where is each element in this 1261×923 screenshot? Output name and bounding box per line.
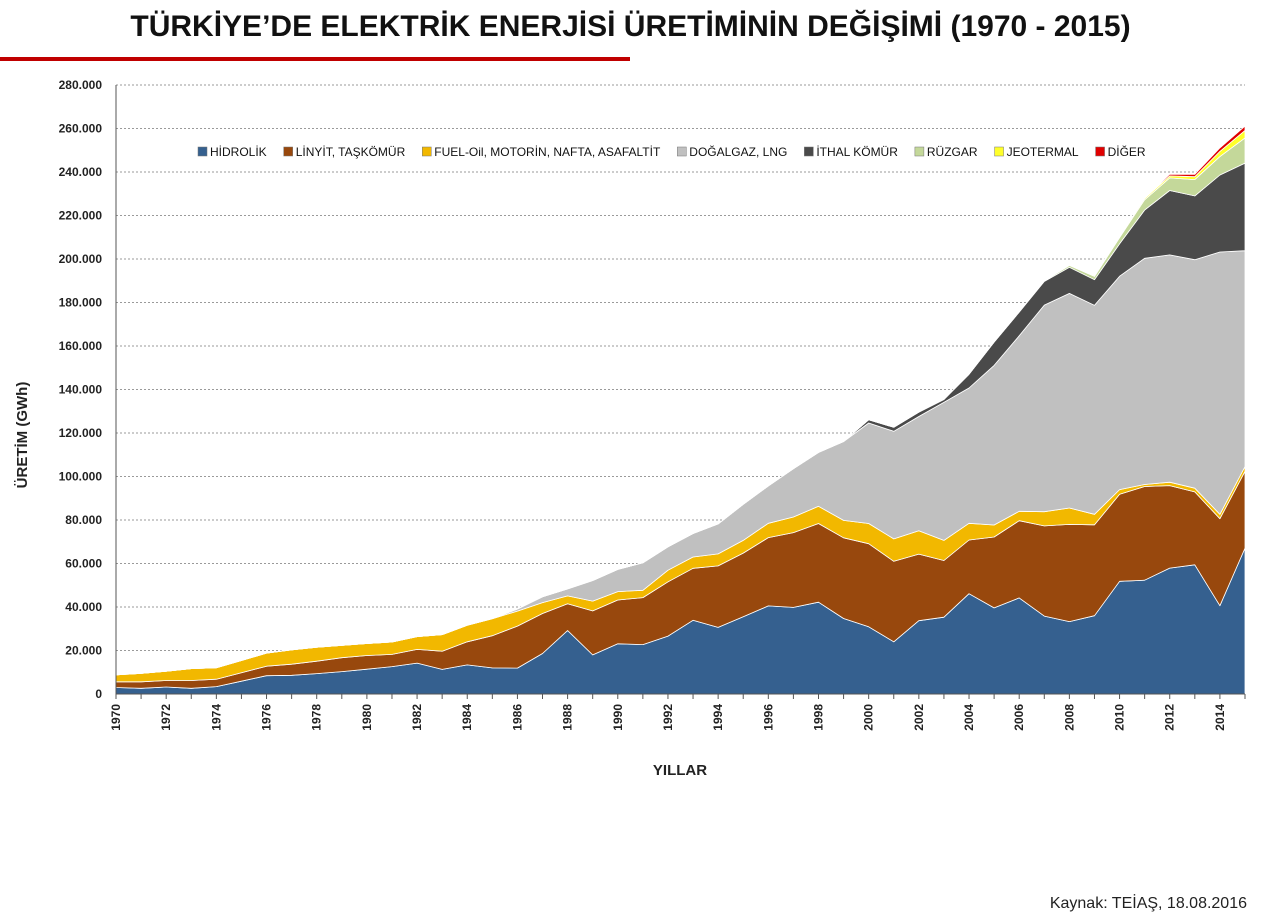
x-tick-label: 2000 [862, 704, 876, 731]
legend: HİDROLİK LİNYİT, TAŞKÖMÜR FUEL-Oil, MOTORİ… [197, 144, 1146, 159]
y-tick-label: 0 [95, 687, 102, 701]
legend-label: DİĞER [1108, 144, 1146, 159]
x-tick-label: 1984 [460, 704, 474, 731]
legend-label: LİNYİT, TAŞKÖMÜR [296, 145, 406, 159]
y-tick-label: 40.000 [65, 600, 102, 614]
x-tick-label: 2010 [1113, 704, 1127, 731]
x-tick-label: 1978 [310, 704, 324, 731]
y-tick-label: 180.000 [59, 296, 103, 310]
legend-swatch [283, 146, 293, 157]
x-tick-label: 1990 [611, 704, 625, 731]
legend-label: HİDROLİK [210, 145, 267, 159]
x-tick-label: 2004 [962, 704, 976, 731]
y-axis-label: ÜRETİM (GWh) [14, 382, 31, 489]
page-title: TÜRKİYE’DE ELEKTRİK ENERJİSİ ÜRETİMİNİN … [130, 10, 1131, 43]
axes [115, 85, 1246, 699]
y-tick-label: 80.000 [65, 513, 102, 527]
x-tick-label: 1994 [711, 704, 725, 731]
x-tick-label: 1976 [260, 704, 274, 731]
y-tick-label: 260.000 [59, 122, 103, 136]
x-tick-label: 1974 [209, 704, 223, 731]
y-tick-label: 200.000 [59, 252, 103, 266]
legend-label: FUEL-Oil, MOTORİN, NAFTA, ASAFALTİT [434, 145, 661, 159]
y-tick-label: 140.000 [59, 383, 103, 397]
y-tick-label: 220.000 [59, 209, 103, 223]
y-tick-label: 280.000 [59, 78, 103, 92]
legend-label: DOĞALGAZ, LNG [689, 144, 787, 159]
x-tick-label: 1972 [159, 704, 173, 731]
source-note: Kaynak: TEİAŞ, 18.08.2016 [1049, 895, 1247, 912]
legend-swatch [422, 146, 432, 157]
area-series-group [115, 125, 1246, 695]
y-tick-label: 20.000 [65, 644, 102, 658]
x-axis-label: YILLAR [653, 762, 707, 779]
y-tick-label: 240.000 [59, 165, 103, 179]
legend-label: JEOTERMAL [1007, 145, 1079, 159]
legend-swatch [1095, 146, 1105, 157]
x-tick-label: 1988 [561, 704, 575, 731]
legend-label: İTHAL KÖMÜR [816, 145, 898, 159]
title-underline [0, 57, 630, 61]
y-tick-label: 100.000 [59, 470, 103, 484]
legend-label: RÜZGAR [927, 145, 978, 159]
x-tick-label: 1970 [109, 704, 123, 731]
area-series-di-er [115, 125, 1246, 676]
y-tick-labels: 0 20.000 40.000 60.000 80.000 100.000 120.000 1… [59, 78, 103, 701]
y-tick-label: 60.000 [65, 557, 102, 571]
x-tick-labels: 1970 1972 1974 1976 1978 1980 1982 1984 1986 1988… [109, 704, 1227, 731]
x-tick-label: 1986 [510, 704, 524, 731]
legend-swatch [677, 146, 687, 157]
legend-swatch [914, 146, 925, 157]
x-tick-label: 2002 [912, 704, 926, 731]
x-tick-label: 2006 [1012, 704, 1026, 731]
x-tick-label: 1998 [812, 704, 826, 731]
x-tick-label: 2014 [1213, 704, 1227, 731]
y-tick-label: 120.000 [59, 426, 103, 440]
x-tick-label: 1980 [360, 704, 374, 731]
y-tick-label: 160.000 [59, 339, 103, 353]
x-tick-label: 2012 [1163, 704, 1177, 731]
x-tick-label: 1982 [410, 704, 424, 731]
legend-swatch [197, 146, 208, 157]
legend-swatch [804, 146, 814, 157]
legend-swatch [994, 146, 1004, 157]
x-tick-label: 2008 [1062, 704, 1076, 731]
x-tick-label: 1992 [661, 704, 675, 731]
x-tick-label: 1996 [761, 704, 775, 731]
